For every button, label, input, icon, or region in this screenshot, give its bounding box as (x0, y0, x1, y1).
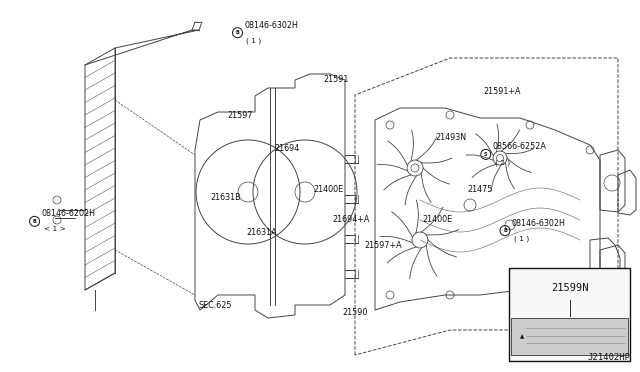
Text: 21591+A: 21591+A (483, 87, 521, 96)
Text: B: B (33, 219, 36, 224)
Text: 21694: 21694 (274, 144, 299, 153)
Text: J21402HP: J21402HP (587, 353, 630, 362)
FancyBboxPatch shape (511, 318, 628, 355)
Text: 21400E: 21400E (314, 185, 344, 194)
Text: 21591: 21591 (323, 76, 349, 84)
Text: ( 1 ): ( 1 ) (514, 235, 529, 242)
Text: < 1 >: < 1 > (44, 226, 65, 232)
Text: B: B (503, 228, 507, 233)
Text: ( 1 ): ( 1 ) (246, 38, 262, 44)
Text: 21599N: 21599N (551, 283, 588, 293)
Circle shape (493, 151, 507, 165)
Bar (509, 268, 630, 361)
Text: ( 2 ): ( 2 ) (495, 159, 510, 166)
Text: 21493N: 21493N (435, 133, 467, 142)
Text: 21400E: 21400E (422, 215, 452, 224)
Text: 21597+A: 21597+A (365, 241, 403, 250)
Text: B: B (236, 30, 239, 35)
Text: 21694+A: 21694+A (333, 215, 370, 224)
Text: S: S (484, 152, 488, 157)
Text: 08146-6302H: 08146-6302H (512, 219, 566, 228)
Text: 21631B: 21631B (210, 193, 241, 202)
Text: 08566-6252A: 08566-6252A (493, 142, 547, 151)
Text: 21597: 21597 (227, 111, 253, 120)
Text: SEC.625: SEC.625 (198, 301, 232, 310)
Text: 21631A: 21631A (246, 228, 277, 237)
Circle shape (412, 232, 428, 248)
Circle shape (407, 160, 423, 176)
Text: ▲: ▲ (520, 334, 524, 339)
Text: 21590: 21590 (342, 308, 368, 317)
Text: 08146-6202H: 08146-6202H (42, 209, 95, 218)
Text: 08146-6302H: 08146-6302H (244, 21, 298, 30)
Text: 21475: 21475 (467, 185, 493, 194)
